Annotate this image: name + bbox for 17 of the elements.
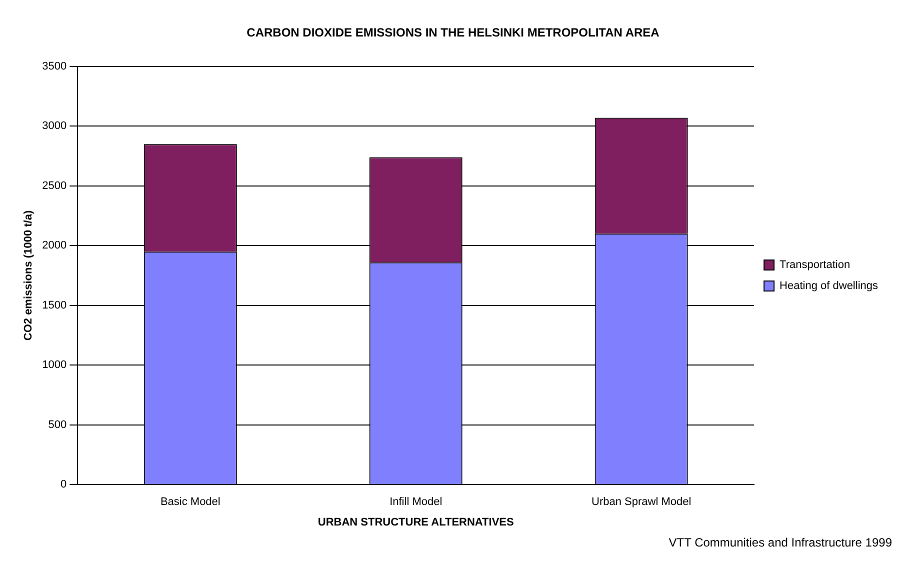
y-tick-label: 2000 bbox=[42, 240, 67, 252]
y-tick-label: 3000 bbox=[42, 120, 67, 132]
text: VTT Communities and Infrastructure 1999 bbox=[668, 535, 892, 550]
x-tick-label: Urban Sprawl Model bbox=[591, 496, 692, 508]
x-tick-label: Basic Model bbox=[160, 496, 220, 508]
legend-label: Transportation bbox=[780, 259, 850, 272]
x-axis-title: URBAN STRUCTURE ALTERNATIVES bbox=[318, 516, 514, 528]
y-tick-label: 2500 bbox=[42, 180, 67, 192]
legend-label: Heating of dwellings bbox=[780, 280, 878, 292]
chart-title: CARBON DIOXIDE EMISSIONS IN THE HELSINKI METROPOLITAN AREA bbox=[246, 26, 660, 40]
y-tick-label: 0 bbox=[60, 478, 67, 491]
y-tick-label: 1500 bbox=[42, 299, 67, 312]
y-tick-label: 500 bbox=[48, 418, 67, 431]
x-tick-label: Infill Model bbox=[390, 496, 442, 508]
y-tick-label: 1000 bbox=[42, 359, 67, 372]
y-tick-label: 3500 bbox=[42, 60, 67, 72]
y-axis-title: CO2 emissions (1000 t/a) bbox=[22, 210, 35, 341]
